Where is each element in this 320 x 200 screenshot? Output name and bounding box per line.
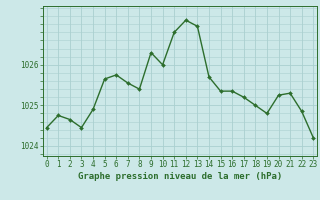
X-axis label: Graphe pression niveau de la mer (hPa): Graphe pression niveau de la mer (hPa) bbox=[78, 172, 282, 181]
